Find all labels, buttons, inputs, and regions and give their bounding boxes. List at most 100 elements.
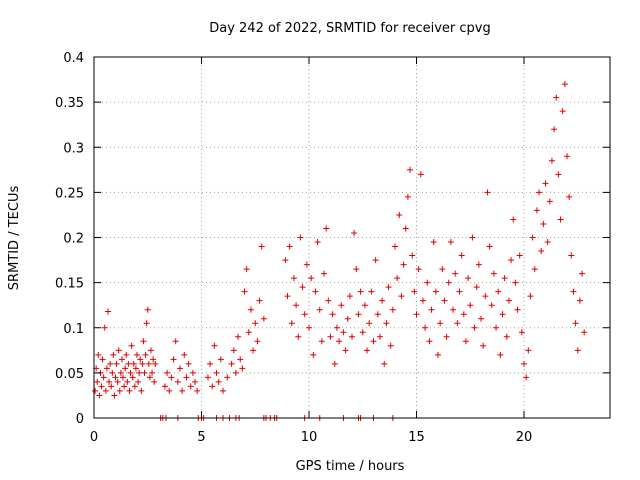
data-point — [151, 378, 158, 385]
data-point — [112, 374, 119, 381]
data-point — [413, 311, 420, 318]
data-point — [192, 378, 199, 385]
data-point — [557, 216, 564, 223]
data-point — [215, 378, 222, 385]
data-point — [551, 126, 558, 133]
data-point — [228, 360, 235, 367]
data-point — [426, 338, 433, 345]
data-point — [473, 284, 480, 291]
data-point — [161, 383, 168, 390]
data-point — [124, 378, 131, 385]
data-point — [531, 266, 538, 273]
data-point — [245, 329, 252, 336]
data-point — [140, 338, 147, 345]
data-point — [381, 360, 388, 367]
data-point — [394, 275, 401, 282]
data-point — [376, 333, 383, 340]
data-point — [540, 220, 547, 227]
data-point — [379, 297, 386, 304]
data-point — [230, 347, 237, 354]
data-point — [529, 234, 536, 241]
data-point — [503, 333, 510, 340]
data-point — [316, 306, 323, 313]
data-point — [103, 365, 110, 372]
data-point — [94, 378, 101, 385]
data-point — [424, 279, 431, 286]
data-point — [518, 329, 525, 336]
data-point — [469, 234, 476, 241]
data-point — [544, 239, 551, 246]
data-point — [95, 351, 102, 358]
data-point — [454, 320, 461, 327]
data-point — [501, 275, 508, 282]
data-point — [235, 333, 242, 340]
data-point — [338, 302, 345, 309]
data-point — [325, 297, 332, 304]
data-point — [146, 374, 153, 381]
data-point — [260, 315, 267, 322]
data-point — [141, 369, 148, 376]
data-point — [122, 365, 129, 372]
data-point — [331, 360, 338, 367]
data-point — [92, 387, 99, 394]
data-point — [282, 257, 289, 264]
data-point — [293, 302, 300, 309]
data-point — [574, 347, 581, 354]
data-point — [145, 360, 152, 367]
data-point — [143, 320, 150, 327]
data-point — [340, 329, 347, 336]
data-point — [527, 293, 534, 300]
data-point — [439, 266, 446, 273]
data-point — [428, 306, 435, 313]
data-point — [96, 392, 103, 399]
data-point — [187, 383, 194, 390]
data-point — [508, 257, 515, 264]
data-point — [372, 257, 379, 264]
data-point — [314, 239, 321, 246]
x-tick-label: 10 — [301, 430, 318, 445]
data-point — [239, 365, 246, 372]
data-point — [114, 378, 121, 385]
data-point — [484, 189, 491, 196]
data-point — [430, 239, 437, 246]
data-point — [404, 193, 411, 200]
data-point — [512, 279, 519, 286]
data-point — [344, 315, 351, 322]
y-tick-label: 0.35 — [55, 96, 84, 111]
data-point — [139, 360, 146, 367]
data-point — [284, 293, 291, 300]
data-point — [495, 288, 502, 295]
data-point — [150, 356, 157, 363]
data-point — [189, 369, 196, 376]
data-point — [121, 383, 128, 390]
data-point — [237, 356, 244, 363]
data-point — [286, 243, 293, 250]
data-point — [475, 261, 482, 268]
data-point — [447, 239, 454, 246]
y-tick-label: 0.05 — [55, 367, 84, 382]
data-point — [106, 378, 113, 385]
data-point — [107, 360, 114, 367]
data-point — [303, 261, 310, 268]
data-point — [353, 266, 360, 273]
data-point — [452, 270, 459, 277]
data-point — [310, 351, 317, 358]
data-point — [553, 94, 560, 101]
axis-ticks: 0 0.05 0.1 0.15 0.2 0.25 0.3 0.35 0.4 0 5 10 15 20 — [55, 51, 610, 445]
data-point — [514, 306, 521, 313]
x-tick-label: 15 — [408, 430, 425, 445]
data-point — [443, 333, 450, 340]
data-point — [478, 315, 484, 322]
data-point — [419, 297, 426, 304]
data-point — [213, 369, 220, 376]
data-point — [471, 324, 478, 331]
data-point — [258, 243, 265, 250]
data-point — [177, 365, 183, 372]
data-point — [185, 360, 192, 367]
data-point — [299, 284, 306, 291]
data-point — [516, 252, 523, 259]
data-point — [134, 351, 140, 358]
data-point — [579, 270, 586, 277]
